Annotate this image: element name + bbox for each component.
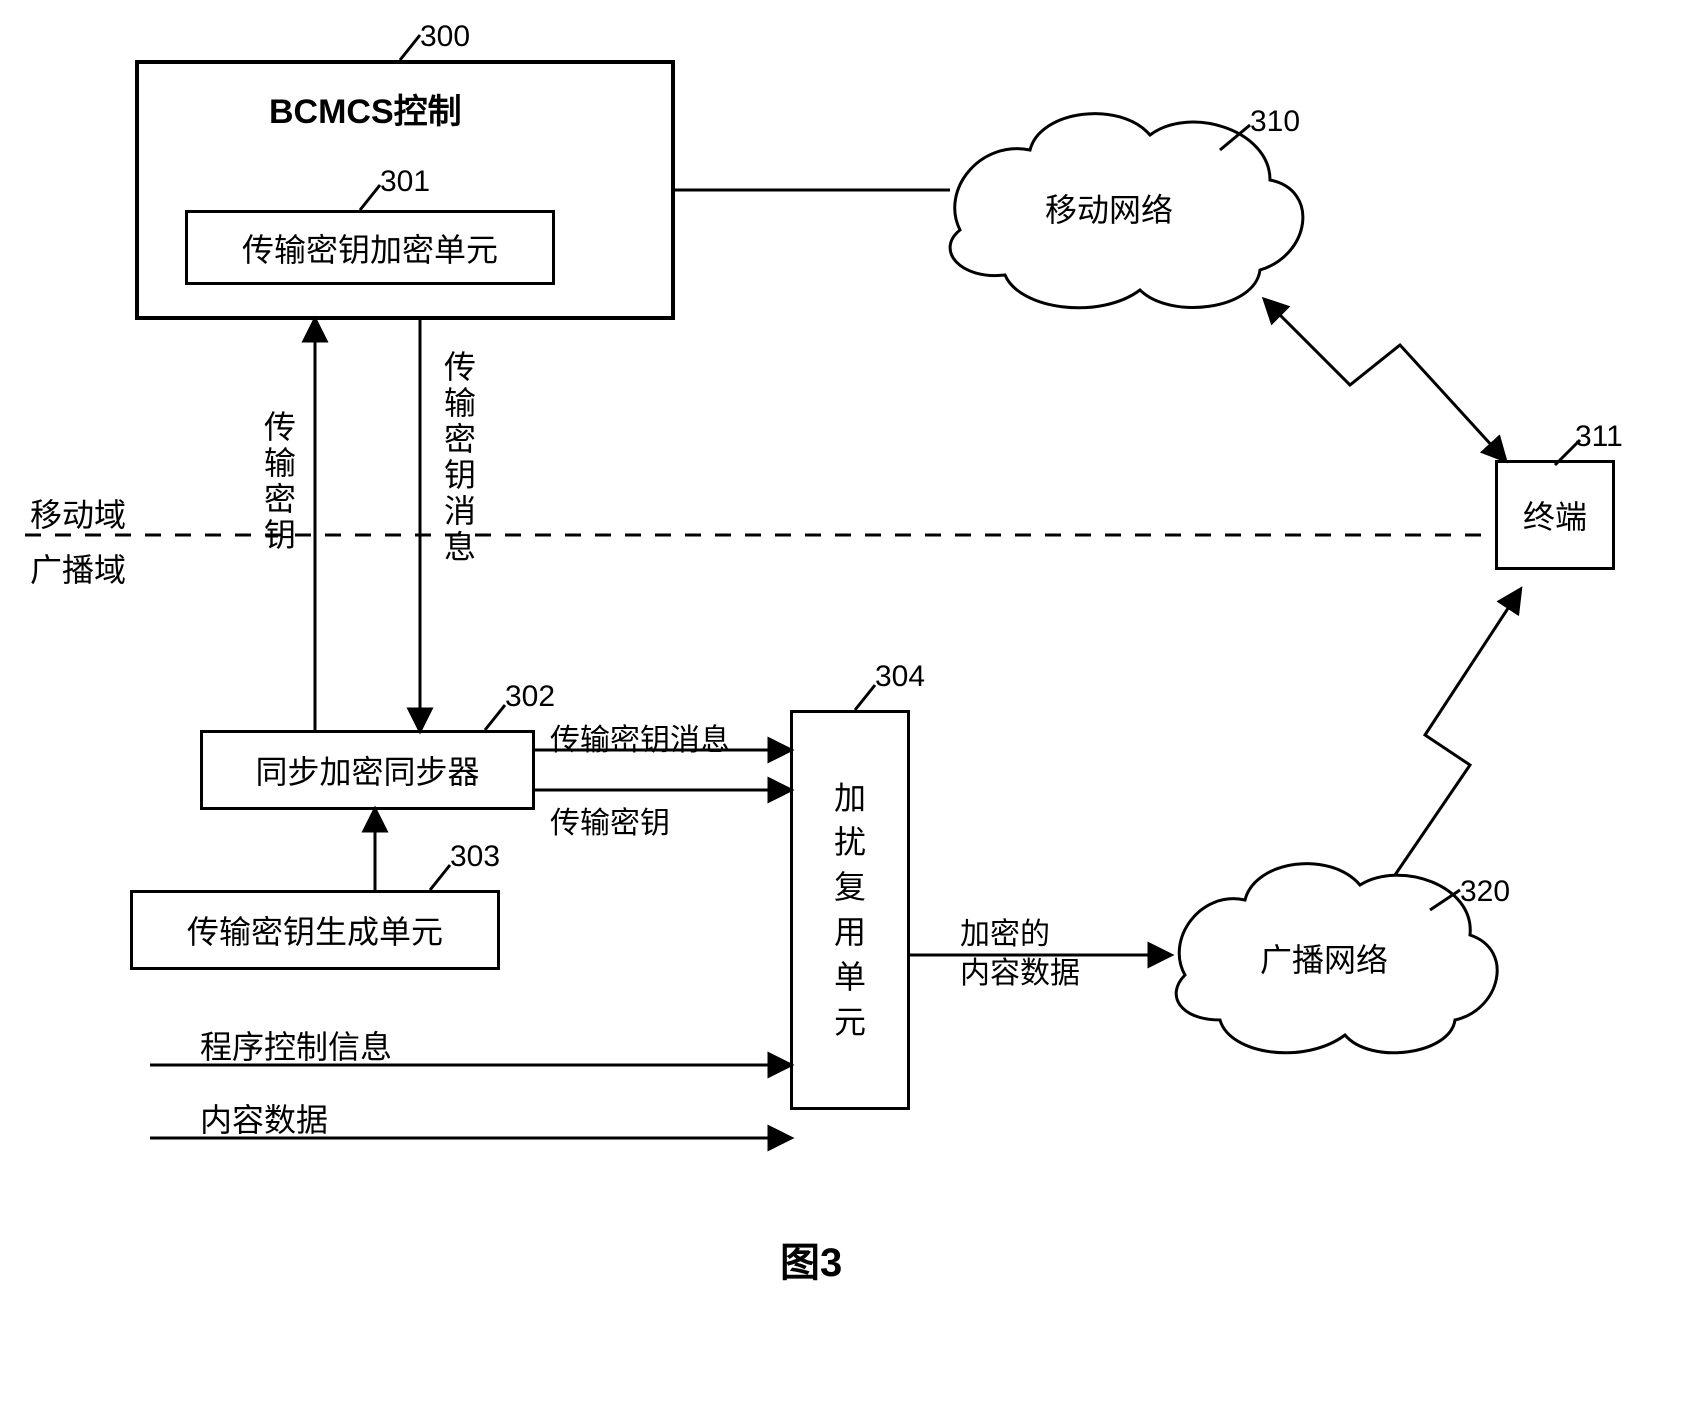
bcast-net-ref: 320 (1460, 875, 1510, 909)
edge-mobilenet-terminal (1265, 300, 1505, 460)
tk-gen-label: 传输密钥生成单元 (187, 907, 443, 953)
edge-bcastnet-terminal (1395, 590, 1520, 875)
prog-ctrl-label: 程序控制信息 (200, 1022, 392, 1068)
scramble-label: 加扰复用单元 (834, 776, 866, 1045)
tk-up-label: 传输密钥 (255, 410, 301, 554)
tk-gen-box: 传输密钥生成单元 (130, 890, 500, 970)
terminal-label: 终端 (1523, 492, 1587, 538)
sync-box: 同步加密同步器 (200, 730, 535, 810)
bcmcs-ref: 300 (420, 20, 470, 54)
terminal-ref: 311 (1575, 420, 1623, 454)
bcast-net-label: 广播网络 (1260, 935, 1388, 981)
tk-msg-down-label: 传输密钥消息 (435, 350, 481, 566)
tk-encrypt-box: 传输密钥加密单元 (185, 210, 555, 285)
broadcast-domain-label: 广播域 (30, 545, 126, 591)
enc-content-l1: 加密的 (960, 915, 1080, 954)
diagram-canvas: BCMCS控制 300 传输密钥加密单元 301 同步加密同步器 302 传输密… (20, 20, 1671, 1394)
content-data-label: 内容数据 (200, 1095, 328, 1141)
figure-label: 图3 (780, 1230, 842, 1288)
tk-h-label: 传输密钥 (550, 798, 670, 842)
mobile-domain-label: 移动域 (30, 490, 126, 536)
bcmcs-title: BCMCS控制 (269, 84, 462, 133)
enc-content-l2: 内容数据 (960, 954, 1080, 993)
tk-gen-ref: 303 (450, 840, 500, 874)
tk-msg-h-label: 传输密钥消息 (550, 715, 730, 759)
mobile-net-label: 移动网络 (1045, 185, 1173, 231)
mobile-net-ref: 310 (1250, 105, 1300, 139)
scramble-box: 加扰复用单元 (790, 710, 910, 1110)
scramble-ref: 304 (875, 660, 925, 694)
sync-label: 同步加密同步器 (255, 747, 479, 793)
sync-ref: 302 (505, 680, 555, 714)
terminal-box: 终端 (1495, 460, 1615, 570)
tk-encrypt-ref: 301 (380, 165, 430, 199)
tk-encrypt-label: 传输密钥加密单元 (242, 225, 498, 271)
enc-content-label: 加密的 内容数据 (960, 915, 1080, 993)
